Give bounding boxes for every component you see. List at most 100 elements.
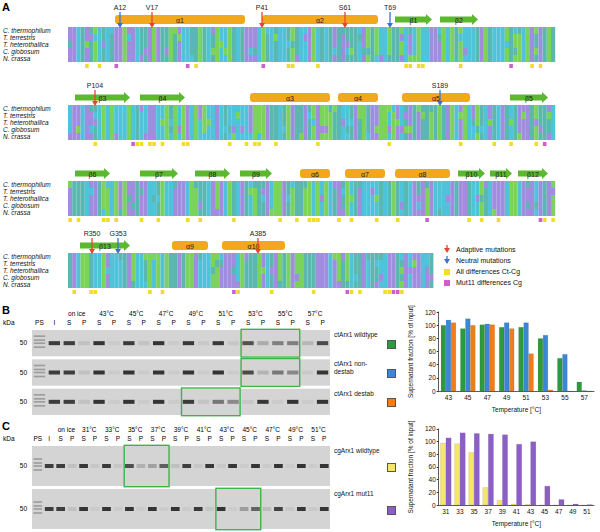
svg-text:G353: G353 <box>109 230 126 237</box>
svg-text:N. crassa: N. crassa <box>3 55 31 62</box>
svg-text:β11: β11 <box>495 171 506 179</box>
svg-text:T. heterothallica: T. heterothallica <box>3 41 49 48</box>
svg-text:T. terrestris: T. terrestris <box>3 112 36 119</box>
svg-text:45°C: 45°C <box>243 426 258 433</box>
svg-text:45: 45 <box>541 508 549 515</box>
svg-text:P: P <box>139 435 143 442</box>
svg-text:S: S <box>173 435 178 442</box>
svg-text:α4: α4 <box>354 95 362 102</box>
svg-text:P: P <box>207 435 211 442</box>
svg-text:P: P <box>253 435 257 442</box>
svg-text:S: S <box>311 435 316 442</box>
svg-text:50: 50 <box>20 339 28 346</box>
svg-text:N. crassa: N. crassa <box>3 133 31 140</box>
svg-text:S: S <box>246 319 251 326</box>
svg-text:P: P <box>261 319 265 326</box>
svg-text:Supernatant fraction [% of inp: Supernatant fraction [% of input] <box>407 420 415 513</box>
svg-text:P: P <box>231 319 235 326</box>
svg-text:β5: β5 <box>525 95 533 103</box>
svg-text:40: 40 <box>429 361 437 368</box>
svg-text:kDa: kDa <box>3 435 15 442</box>
svg-text:35: 35 <box>470 508 478 515</box>
svg-text:All differences Ct-Cg: All differences Ct-Cg <box>456 268 520 276</box>
svg-text:S: S <box>97 319 102 326</box>
svg-text:R350: R350 <box>84 230 101 237</box>
svg-text:20: 20 <box>429 374 437 381</box>
svg-text:T. terrestris: T. terrestris <box>3 260 36 267</box>
svg-text:P: P <box>185 435 189 442</box>
svg-text:β12: β12 <box>527 171 539 179</box>
svg-text:41: 41 <box>513 508 521 515</box>
svg-text:P: P <box>142 319 146 326</box>
svg-text:37°C: 37°C <box>151 426 166 433</box>
svg-text:A12: A12 <box>114 4 127 11</box>
svg-text:β9: β9 <box>252 171 260 179</box>
svg-text:49°C: 49°C <box>189 310 204 317</box>
svg-text:I: I <box>48 435 50 442</box>
svg-text:P: P <box>162 435 166 442</box>
svg-text:P: P <box>230 435 234 442</box>
svg-text:S: S <box>186 319 191 326</box>
svg-text:N. crassa: N. crassa <box>3 209 31 216</box>
svg-text:53°C: 53°C <box>248 310 263 317</box>
svg-text:T. heterothallica: T. heterothallica <box>3 119 49 126</box>
svg-text:50: 50 <box>20 369 28 376</box>
svg-text:T. heterothallica: T. heterothallica <box>3 195 49 202</box>
svg-text:B: B <box>2 304 10 316</box>
svg-text:60: 60 <box>429 348 437 355</box>
svg-text:N. crassa: N. crassa <box>3 281 31 288</box>
svg-text:51: 51 <box>583 508 591 515</box>
svg-text:P: P <box>82 319 86 326</box>
svg-text:S: S <box>196 435 201 442</box>
svg-text:P: P <box>201 319 205 326</box>
svg-text:Adaptive mutations: Adaptive mutations <box>456 246 516 254</box>
svg-text:C: C <box>2 420 10 432</box>
svg-text:P: P <box>320 319 324 326</box>
svg-text:β10: β10 <box>466 171 478 179</box>
svg-text:A385: A385 <box>250 230 266 237</box>
svg-text:20: 20 <box>429 489 437 496</box>
svg-text:α7: α7 <box>361 171 369 178</box>
svg-text:100: 100 <box>425 322 436 329</box>
svg-text:53: 53 <box>542 394 550 401</box>
svg-text:P: P <box>171 319 175 326</box>
svg-text:PS: PS <box>35 319 44 326</box>
svg-text:40: 40 <box>429 476 437 483</box>
svg-text:47: 47 <box>555 508 563 515</box>
svg-text:S: S <box>265 435 270 442</box>
svg-text:Mut11 differences Cg: Mut11 differences Cg <box>456 279 522 287</box>
svg-text:49: 49 <box>569 508 577 515</box>
svg-text:80: 80 <box>429 335 437 342</box>
svg-text:51: 51 <box>522 394 530 401</box>
svg-text:on ice: on ice <box>58 426 76 433</box>
svg-text:T. heterothallica: T. heterothallica <box>3 267 49 274</box>
svg-text:α6: α6 <box>311 171 319 178</box>
svg-text:β6: β6 <box>89 171 97 179</box>
svg-text:P: P <box>116 435 120 442</box>
svg-text:39°C: 39°C <box>174 426 189 433</box>
svg-text:β8: β8 <box>209 171 217 179</box>
svg-text:I: I <box>53 319 55 326</box>
svg-text:S: S <box>81 435 86 442</box>
svg-text:80: 80 <box>429 451 437 458</box>
svg-text:β1: β1 <box>410 17 418 25</box>
svg-text:β4: β4 <box>159 95 167 103</box>
svg-text:α5: α5 <box>432 95 440 102</box>
svg-text:kDa: kDa <box>3 319 15 326</box>
svg-text:β13: β13 <box>99 243 111 251</box>
svg-text:β2: β2 <box>455 17 463 25</box>
svg-text:50: 50 <box>20 462 28 469</box>
svg-text:Supernatant fraction [% of inp: Supernatant fraction [% of input] <box>407 305 415 398</box>
svg-text:45°C: 45°C <box>129 310 144 317</box>
svg-text:55°C: 55°C <box>278 310 293 317</box>
svg-text:S: S <box>216 319 221 326</box>
svg-text:S189: S189 <box>432 82 448 89</box>
svg-text:A: A <box>2 1 10 13</box>
svg-text:43: 43 <box>445 394 453 401</box>
svg-text:41°C: 41°C <box>197 426 212 433</box>
svg-text:P: P <box>276 435 280 442</box>
svg-text:47: 47 <box>484 394 492 401</box>
svg-text:S: S <box>150 435 155 442</box>
svg-text:P: P <box>93 435 97 442</box>
svg-text:P: P <box>291 319 295 326</box>
